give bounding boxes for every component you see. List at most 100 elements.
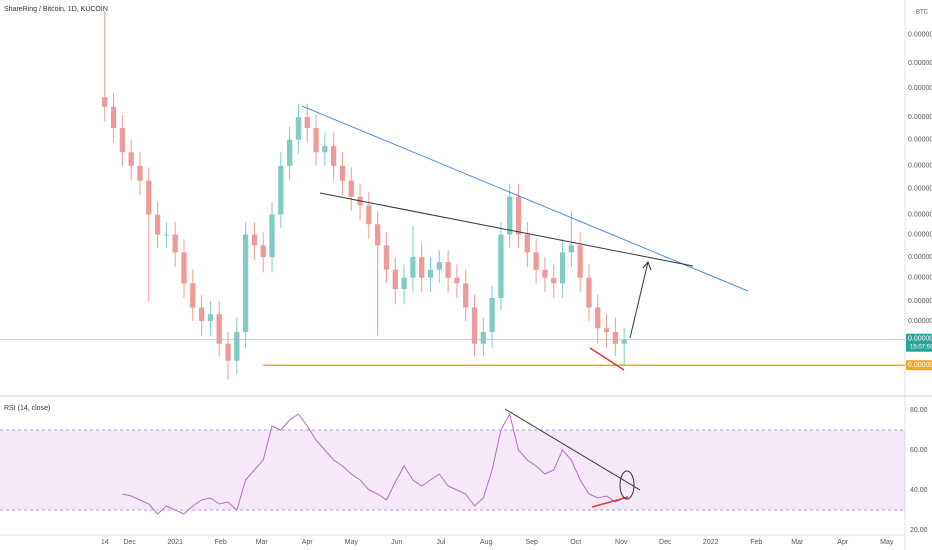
candle-body <box>251 234 258 246</box>
chart-title: ShareRing / Bitcoin, 1D, KUCOIN <box>4 6 108 13</box>
x-tick-label: Jun <box>391 539 402 546</box>
y-tick-label: 0.00000048 <box>908 318 932 325</box>
candle-body <box>454 277 460 284</box>
y-tick-label: 0.00000062 <box>908 275 932 282</box>
y-tick-label: 80.00 <box>910 407 928 414</box>
candle-body <box>524 234 530 253</box>
countdown: 15:07:59 <box>910 344 932 350</box>
candle-body <box>304 117 310 129</box>
level-box <box>906 360 932 371</box>
candle-body <box>181 252 187 284</box>
candle-body <box>603 328 610 333</box>
candle-body <box>568 245 574 253</box>
y-tick-label: 0.00000140 <box>908 137 932 144</box>
candle-body <box>427 269 434 278</box>
candle-body <box>339 165 346 181</box>
x-tick-label: 2021 <box>167 539 183 546</box>
arrow <box>629 261 652 339</box>
y-tick-label: 60.00 <box>910 447 928 454</box>
candle-body <box>234 332 240 361</box>
candle-body <box>119 128 126 153</box>
divergence-line <box>589 347 625 371</box>
candle-body <box>551 277 557 284</box>
rsi-divergence-line <box>591 496 629 508</box>
candle-body <box>471 307 478 344</box>
candle-body <box>621 339 627 344</box>
trend-line <box>319 192 694 267</box>
candle-body <box>595 307 601 329</box>
candle-body <box>154 214 161 235</box>
y-tick-label: 0.00000070 <box>908 254 932 261</box>
candle-body <box>498 234 504 299</box>
x-tick-label: 14 <box>101 539 109 546</box>
x-tick-label: Dec <box>123 539 136 546</box>
candle-body <box>542 269 548 278</box>
candle-body <box>146 180 152 215</box>
x-tick-label: Nov <box>615 539 628 546</box>
x-tick-label: Aug <box>480 539 493 546</box>
candle-body <box>172 234 178 253</box>
rsi-band <box>0 430 905 510</box>
candle-body <box>366 205 372 225</box>
y-tick-label: 0.00000220 <box>908 60 932 67</box>
y-tick-label: 0.00000120 <box>908 163 932 170</box>
x-tick-label: Feb <box>215 539 227 546</box>
plot: 14 Dec 2021 Feb Mar Apr May Jun Jul Aug Sep Oct Nov D… <box>0 10 932 546</box>
y-tick-label: 0.00000080 <box>908 231 932 238</box>
candle-body <box>401 277 407 290</box>
candle-body <box>577 245 583 278</box>
candle-body <box>207 314 214 322</box>
x-tick-label: 2022 <box>703 539 719 546</box>
y-tick-label: 0.00000260 <box>908 32 932 39</box>
y-tick-label: 0.00000105 <box>908 185 932 192</box>
x-tick-label: Dec <box>659 539 672 546</box>
candle-body <box>260 245 266 258</box>
candle-body <box>163 234 170 236</box>
candle-body <box>586 277 592 308</box>
candle-body <box>515 196 522 235</box>
x-tick-label: Jul <box>436 539 445 546</box>
x-tick-label: Oct <box>570 539 581 546</box>
y-tick-label: 0.00000190 <box>908 85 932 92</box>
level-label: 0.00000037 <box>908 362 932 369</box>
indicator-title: RSI (14, close) <box>4 405 50 412</box>
candle-body <box>331 145 337 166</box>
candle-body <box>463 283 469 308</box>
rsi-trend-line <box>504 408 641 491</box>
candle-body <box>322 145 328 153</box>
x-tick-label: Mar <box>791 539 804 546</box>
rsi-line <box>122 412 625 515</box>
candle-body <box>489 298 495 333</box>
x-tick-label: Mar <box>256 539 269 546</box>
x-tick-label: Feb <box>750 539 762 546</box>
x-tick-label: Apr <box>837 539 849 546</box>
candle-body <box>383 245 390 270</box>
y-tick-label: 40.00 <box>910 487 928 494</box>
candle-body <box>225 343 231 361</box>
candle-body <box>286 139 293 166</box>
candle-body <box>480 332 486 344</box>
currency: BTC <box>916 10 929 16</box>
candle-body <box>410 257 416 278</box>
last-price-box <box>906 333 932 352</box>
candle-body <box>110 106 117 129</box>
candle-body <box>198 307 205 322</box>
candle-body <box>295 117 302 140</box>
x-tick-label: May <box>880 539 894 546</box>
last-price-label: 0.00000043 <box>908 336 932 343</box>
candle-body <box>559 252 566 284</box>
candle-body <box>216 314 222 344</box>
candle-body <box>419 257 425 278</box>
candle-body <box>269 214 275 258</box>
candle-body <box>507 196 513 235</box>
highlight-circle <box>619 470 635 500</box>
candle-body <box>375 224 381 246</box>
x-tick-label: May <box>345 539 359 546</box>
candle-body <box>128 152 134 166</box>
candle-body <box>533 252 539 270</box>
y-tick-label: 0.00000160 <box>908 114 932 121</box>
candle-body <box>278 165 284 215</box>
y-tick-label: 20.00 <box>910 527 928 534</box>
x-tick-label: Sep <box>525 539 538 546</box>
